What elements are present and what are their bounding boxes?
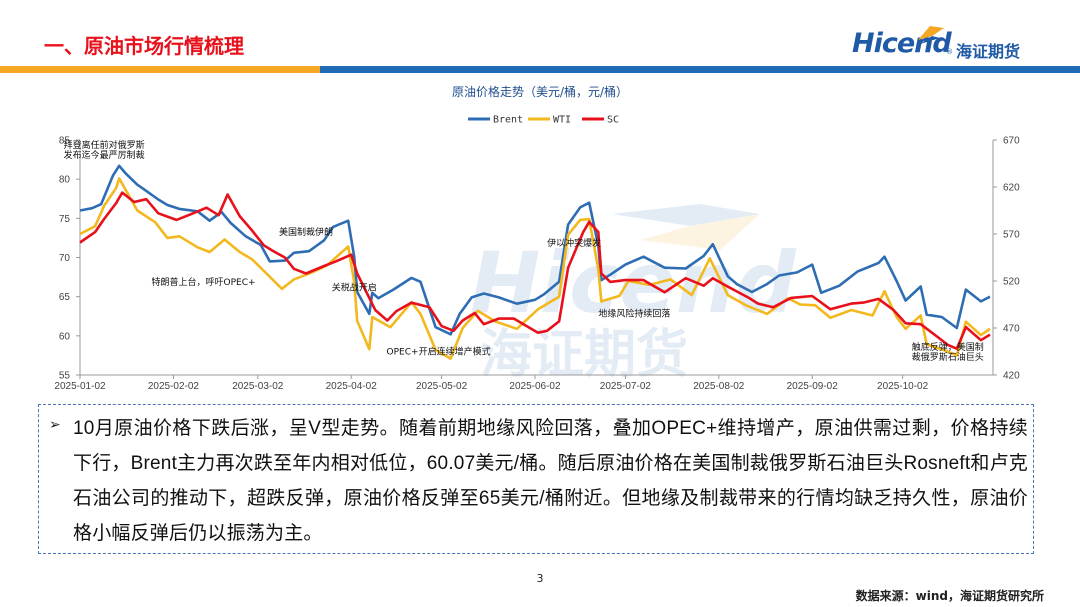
legend-label-sc: SC (607, 115, 619, 126)
chart-legend: Brent WTI SC (468, 115, 619, 126)
y-right-tick-label: 570 (1003, 230, 1020, 241)
header-band (0, 66, 1080, 73)
x-tick-label: 2025-02-02 (148, 381, 200, 392)
chart-series (79, 164, 991, 360)
logo-chinese-name: 海证期货 (956, 42, 1021, 61)
x-tick-label: 2025-05-02 (416, 381, 468, 392)
x-tick-label: 2025-03-02 (232, 381, 284, 392)
page-number: 3 (536, 572, 544, 585)
hicend-watermark: Hicend 海证期货 (470, 204, 797, 385)
chart-annotation: 发布迄今最严厉制裁 (64, 149, 145, 161)
summary-paragraph: 10月原油价格下跌后涨，呈V型走势。随着前期地缘风险回落，叠加OPEC+维持增产… (73, 418, 1028, 544)
x-tick-label: 2025-06-02 (509, 381, 561, 392)
header-band-blue (320, 66, 1080, 73)
series-line-brent (79, 164, 991, 336)
data-source: 数据来源：wind，海证期货研究所 (855, 589, 1044, 603)
logo-registered-mark: ® (946, 48, 953, 56)
y-left-tick-label: 85 (59, 136, 71, 147)
y-right-tick-label: 420 (1003, 371, 1020, 382)
chart-annotation: 美国制裁伊朗 (279, 226, 333, 238)
summary-box: ➢ 10月原油价格下跌后涨，呈V型走势。随着前期地缘风险回落，叠加OPEC+维持… (38, 404, 1034, 554)
y-right-tick-label: 520 (1003, 277, 1020, 288)
logo-flag-icon (918, 26, 944, 44)
series-line-sc (79, 191, 991, 351)
chart-axes: 55 60 65 70 75 80 85 420 470 520 570 620 670 2025-01-… (54, 136, 1020, 393)
series-line-wti (79, 177, 991, 360)
chart-annotation: 特朗普上台，呼吁OPEC+ (152, 276, 256, 288)
y-left-tick-label: 65 (59, 292, 71, 303)
legend-label-wti: WTI (553, 115, 571, 126)
legend-label-brent: Brent (493, 115, 523, 126)
x-tick-label: 2025-09-02 (787, 381, 839, 392)
slide-title: 一、原油市场行情梳理 (44, 34, 244, 58)
x-tick-label: 2025-04-02 (326, 381, 378, 392)
y-left-tick-label: 55 (59, 371, 71, 382)
y-right-tick-label: 670 (1003, 136, 1020, 147)
chart-annotation: 拜登离任前对俄罗斯 (64, 139, 145, 151)
x-tick-label: 2025-01-02 (54, 381, 106, 392)
chart-title: 原油价格走势（美元/桶，元/桶） (451, 85, 629, 99)
chart-annotation: 伊以冲突爆发 (547, 237, 601, 249)
y-right-tick-label: 470 (1003, 324, 1020, 335)
arrow-bullet-icon: ➢ (49, 417, 61, 433)
x-tick-label: 2025-07-02 (600, 381, 652, 392)
hicend-logo: Hicend ® 海证期货 (852, 26, 1052, 66)
y-left-tick-label: 70 (59, 253, 71, 264)
chart-annotation: 关税战开启 (332, 281, 377, 293)
y-left-tick-label: 60 (59, 331, 71, 342)
chart-annotation: 裁俄罗斯石油巨头 (912, 351, 984, 363)
x-tick-label: 2025-10-02 (877, 381, 929, 392)
x-tick-label: 2025-08-02 (693, 381, 745, 392)
y-right-tick-label: 620 (1003, 183, 1020, 194)
price-chart: Hicend 海证期货 55 60 65 70 75 80 85 420 470 520 570 62… (54, 115, 1020, 393)
watermark-chinese: 海证期货 (480, 325, 688, 385)
y-left-tick-label: 80 (59, 175, 71, 186)
header-band-orange (0, 66, 320, 73)
chart-annotation: OPEC+开启连续增产模式 (387, 346, 491, 358)
chart-annotation: 地缘风险持续回落 (598, 307, 670, 319)
y-left-tick-label: 75 (59, 214, 71, 225)
chart-annotation: 触底反弹，美国制 (912, 341, 984, 353)
